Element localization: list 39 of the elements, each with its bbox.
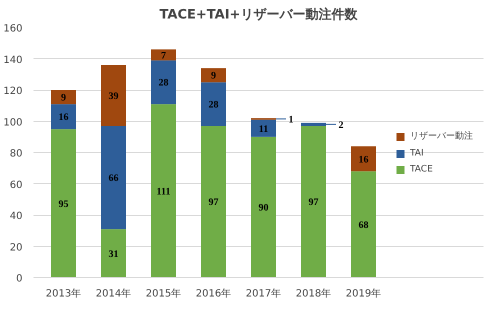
y-tick-label: 40	[10, 211, 23, 222]
data-label: 1	[288, 114, 294, 126]
data-label: 9	[211, 70, 216, 82]
data-label: 7	[161, 50, 166, 62]
legend-label: TACE	[410, 164, 433, 174]
data-label: 2	[338, 120, 344, 131]
y-tick-label: 100	[3, 117, 23, 128]
y-tick-label: 0	[16, 274, 23, 284]
y-tick-label: 80	[10, 148, 23, 160]
data-label: 97	[308, 197, 318, 208]
x-tick-label: 2017年	[246, 288, 282, 300]
data-label: 95	[58, 198, 68, 210]
data-label: 16	[358, 154, 368, 166]
data-label: 28	[208, 100, 218, 111]
y-tick-label: 120	[3, 86, 23, 97]
y-tick-label: 60	[10, 180, 23, 191]
x-tick-label: 2016年	[196, 288, 232, 300]
y-tick-label: 140	[3, 54, 23, 66]
data-label: 111	[156, 186, 170, 198]
x-tick-label: 2014年	[96, 288, 132, 300]
legend-label: リザーバー動注	[410, 130, 473, 142]
data-label: 68	[358, 220, 368, 231]
legend-label: TAI	[410, 148, 425, 158]
data-label: 16	[58, 112, 68, 124]
data-label: 28	[158, 78, 168, 89]
data-label: 9	[61, 92, 66, 104]
data-label: 31	[108, 248, 118, 260]
x-tick-label: 2018年	[296, 288, 332, 300]
chart-title: TACE+TAI+リザーバー動注件数	[160, 6, 358, 22]
data-label: 39	[108, 90, 118, 102]
y-tick-label: 160	[3, 24, 23, 34]
x-tick-label: 2015年	[146, 288, 182, 300]
x-tick-label: 2019年	[346, 288, 382, 300]
data-label: 11	[258, 124, 268, 135]
data-label: 97	[208, 197, 218, 208]
data-label: 90	[258, 202, 268, 214]
x-tick-label: 2013年	[46, 288, 82, 300]
data-label: 66	[108, 173, 118, 184]
y-tick-label: 20	[10, 242, 23, 254]
